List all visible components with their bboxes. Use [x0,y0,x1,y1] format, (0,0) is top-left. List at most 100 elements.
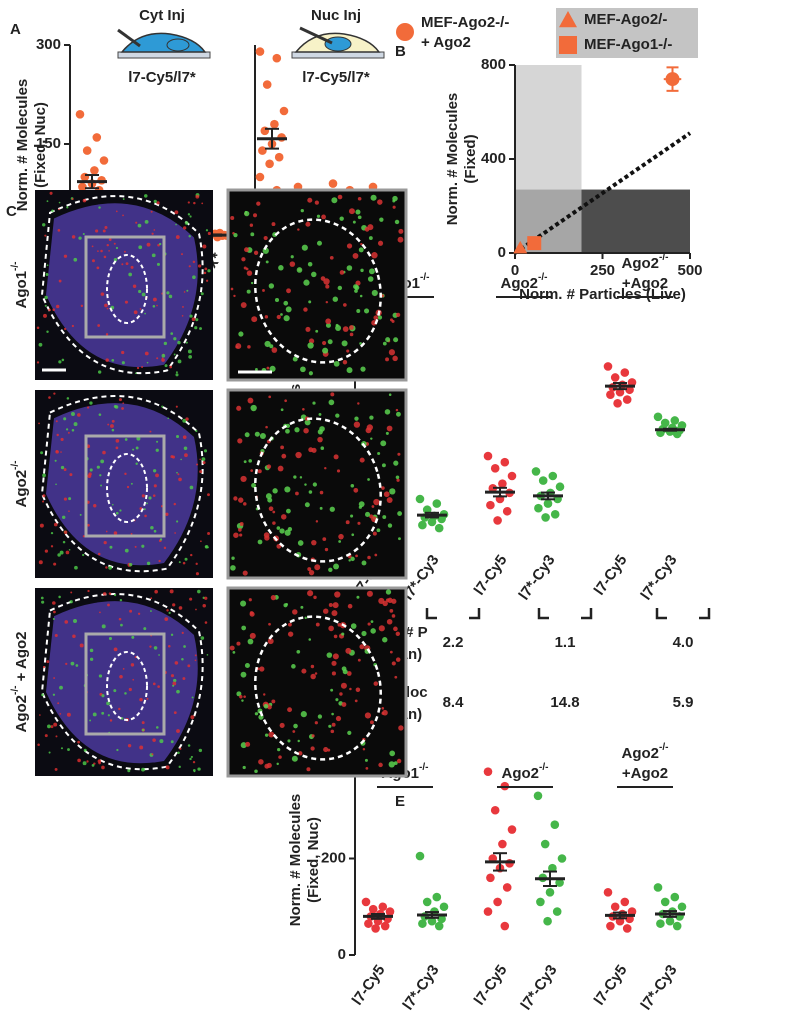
puncta [307,261,313,267]
puncta [196,463,199,466]
puncta [248,459,252,463]
puncta [277,465,284,472]
puncta [124,548,129,553]
puncta [188,235,191,238]
panel-letter: A [10,21,21,38]
puncta [50,725,54,729]
puncta [83,748,87,752]
puncta [371,505,375,508]
puncta [342,326,349,332]
puncta [325,284,330,289]
puncta [244,247,249,253]
puncta [259,666,265,672]
puncta [303,428,309,434]
puncta [151,232,154,235]
puncta [194,659,197,662]
puncta [175,235,180,239]
puncta [36,326,40,330]
puncta [379,217,384,222]
puncta [54,633,58,638]
puncta [359,457,365,463]
data-point [274,152,284,162]
puncta [183,446,188,451]
puncta [124,300,129,304]
puncta [276,526,281,530]
nucleus-outline [106,254,148,324]
puncta [291,664,296,669]
puncta [312,482,317,487]
puncta [338,533,344,540]
puncta [170,633,174,637]
puncta [103,255,107,259]
cell-body [46,403,198,566]
label-suffix: + Ago2 [13,632,30,686]
puncta [367,555,371,560]
y-axis-label: Norm. # Molecules [14,79,31,212]
data-point [653,883,663,892]
group-label-line2: +Ago2 [622,765,668,782]
puncta [357,402,360,405]
puncta [164,364,168,368]
puncta [49,191,53,195]
data-point [620,368,630,377]
nucleus-outline-zoom [254,417,382,563]
puncta [373,498,380,506]
puncta [395,657,401,662]
threshold-region [581,189,690,253]
marker-square [527,236,542,251]
puncta [358,501,365,508]
puncta [121,263,124,266]
puncta [352,252,359,259]
puncta [200,292,204,296]
puncta [300,208,304,213]
puncta [106,243,110,247]
puncta [39,523,44,528]
puncta [328,567,333,572]
puncta [56,433,59,437]
puncta [365,427,372,434]
puncta [299,476,303,479]
puncta [50,531,54,535]
legend-label: MEF-Ago2-/- [421,14,509,31]
puncta [177,473,180,476]
puncta [361,630,367,637]
puncta [333,454,339,460]
puncta [251,316,258,323]
puncta [259,432,266,439]
puncta [73,618,78,623]
puncta [236,641,241,646]
puncta [134,656,137,659]
puncta [304,502,310,508]
puncta [67,748,70,752]
puncta [144,219,149,224]
puncta [178,477,182,482]
puncta [393,337,399,343]
puncta [143,508,146,511]
puncta [175,434,180,439]
puncta [89,648,94,653]
puncta [297,228,300,231]
data-point [265,159,274,169]
puncta [292,356,298,362]
puncta [398,725,404,731]
puncta [233,532,239,538]
puncta [166,291,170,295]
fit-line [513,131,692,255]
puncta [339,270,345,275]
puncta [98,761,101,765]
puncta [233,294,236,298]
puncta [190,553,193,557]
puncta [115,446,119,450]
puncta [297,540,304,546]
puncta [100,249,103,253]
data-point [490,805,500,815]
puncta [46,200,49,203]
puncta [176,471,178,474]
puncta [111,503,114,506]
x-tick-label: 250 [590,262,615,279]
data-point [427,517,437,527]
puncta [254,712,259,716]
puncta [144,351,149,356]
puncta [291,755,298,762]
puncta [316,214,321,218]
